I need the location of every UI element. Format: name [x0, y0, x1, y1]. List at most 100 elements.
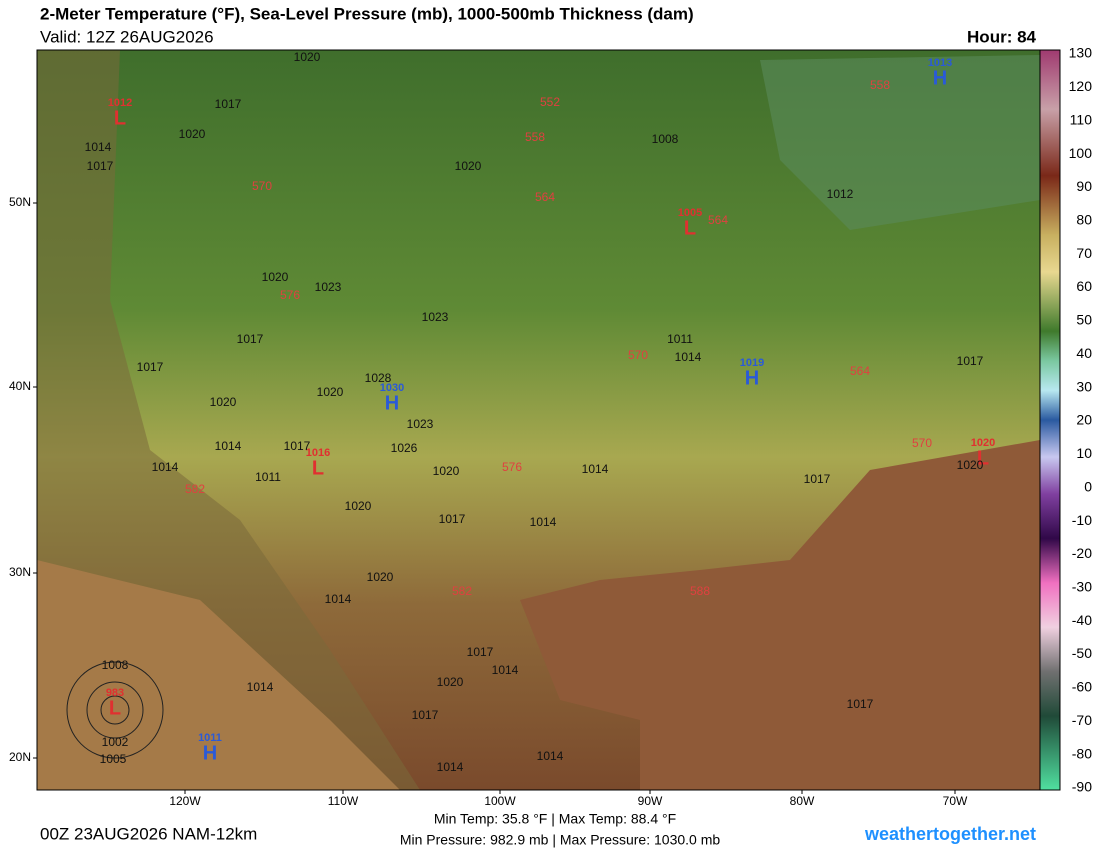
- isobar-label: 1011: [255, 470, 281, 484]
- pressure-center-symbol: H: [933, 67, 947, 89]
- longitude-label: 90W: [638, 794, 663, 808]
- forecast-hour: Hour: 84: [967, 27, 1037, 46]
- isobar-label: 1017: [439, 512, 466, 526]
- isobar-label: 1008: [652, 132, 679, 146]
- longitude-label: 100W: [484, 794, 516, 808]
- thickness-label: 564: [850, 364, 870, 378]
- isobar-label: 1017: [467, 645, 494, 659]
- isobar-label: 1014: [215, 439, 242, 453]
- colorbar-label: 60: [1076, 278, 1092, 294]
- colorbar-label: 0: [1084, 478, 1092, 494]
- isobar-label: 1020: [433, 464, 460, 478]
- latitude-label: 40N: [9, 379, 31, 393]
- isobar-label: 1017: [137, 360, 164, 374]
- isobar-label: 1014: [530, 515, 557, 529]
- pressure-range: Min Pressure: 982.9 mb | Max Pressure: 1…: [400, 832, 721, 848]
- colorbar-label: -50: [1072, 645, 1092, 661]
- isobar-label: 1017: [957, 354, 984, 368]
- colorbar-label: 120: [1069, 78, 1093, 94]
- latitude-label: 30N: [9, 565, 31, 579]
- isobar-label: 1014: [492, 663, 519, 677]
- isobar-label: 1011: [667, 332, 693, 346]
- colorbar-label: -40: [1072, 612, 1092, 628]
- pressure-center-symbol: L: [114, 107, 126, 129]
- isobar-label: 1020: [294, 50, 321, 64]
- thickness-label: 564: [708, 213, 728, 227]
- pressure-center-value: 1012: [108, 97, 132, 109]
- thickness-label: 582: [185, 482, 205, 496]
- thickness-label: 570: [628, 348, 648, 362]
- temperature-range: Min Temp: 35.8 °F | Max Temp: 88.4 °F: [434, 811, 676, 827]
- colorbar-label: -80: [1072, 745, 1092, 761]
- isobar-label: 1020: [345, 499, 372, 513]
- isobar-label: 1014: [582, 462, 609, 476]
- thickness-label: 576: [502, 460, 522, 474]
- pressure-center-symbol: L: [977, 447, 989, 469]
- colorbar-label: 30: [1076, 378, 1092, 394]
- isobar-label: 1020: [210, 395, 237, 409]
- pressure-center-symbol: H: [203, 742, 217, 764]
- colorbar-label: 70: [1076, 245, 1092, 261]
- isobar-label: 1017: [215, 97, 242, 111]
- isobar-label: 1014: [675, 350, 702, 364]
- pressure-center-value: 1011: [198, 732, 222, 744]
- colorbar-label: -10: [1072, 512, 1092, 528]
- longitude-label: 70W: [943, 794, 968, 808]
- isobar-label: 1014: [247, 680, 274, 694]
- isobar-label: 1020: [367, 570, 394, 584]
- colorbar-label: 10: [1076, 445, 1092, 461]
- isobar-label: 1017: [804, 472, 831, 486]
- isobar-label: 1023: [407, 417, 434, 431]
- thickness-label: 570: [912, 436, 932, 450]
- isobar-label: 1020: [317, 385, 344, 399]
- cyclone-isobar: [86, 681, 144, 739]
- pressure-center-symbol: L: [684, 217, 696, 239]
- isobar-label: 1026: [391, 441, 418, 455]
- pressure-center-value: 983: [106, 687, 124, 699]
- isobar-label: 1005: [100, 752, 127, 766]
- colorbar-label: -30: [1072, 579, 1092, 595]
- thickness-label: 558: [525, 130, 545, 144]
- cyclone-isobar: [100, 695, 130, 725]
- colorbar-label: 130: [1069, 45, 1093, 61]
- colorbar-label: 20: [1076, 412, 1092, 428]
- isobar-label: 1008: [102, 658, 129, 672]
- thickness-label: 558: [870, 78, 890, 92]
- isobar-label: 1023: [422, 310, 449, 324]
- thickness-label: 576: [280, 288, 300, 302]
- pressure-center-symbol: H: [745, 367, 759, 389]
- colorbar-label: -90: [1072, 779, 1092, 795]
- colorbar: [1039, 49, 1061, 791]
- isobar-label: 1017: [237, 332, 264, 346]
- colorbar-label: 110: [1070, 111, 1093, 127]
- isobar-label: 1002: [102, 735, 129, 749]
- colorbar-label: 80: [1076, 212, 1092, 228]
- thickness-label: 588: [690, 584, 710, 598]
- credit[interactable]: weathertogether.net: [864, 824, 1036, 844]
- colorbar-label: 90: [1076, 178, 1092, 194]
- cyclone-isobar: [66, 661, 164, 759]
- isobar-label: 1020: [437, 675, 464, 689]
- isobar-label: 1020: [262, 270, 289, 284]
- longitude-label: 110W: [328, 794, 359, 808]
- colorbar-label: -20: [1072, 545, 1092, 561]
- isobar-label: 1014: [325, 592, 352, 606]
- isobar-label: 1017: [412, 708, 439, 722]
- isobar-label: 1014: [437, 760, 464, 774]
- colorbar-label: 100: [1069, 145, 1093, 161]
- isobar-label: 1017: [284, 439, 311, 453]
- valid-time: Valid: 12Z 26AUG2026: [40, 27, 214, 46]
- pressure-center-value: 1020: [971, 437, 995, 449]
- isobar-label: 1023: [315, 280, 342, 294]
- thickness-label: 582: [452, 584, 472, 598]
- pressure-center-value: 1030: [380, 382, 404, 394]
- title: 2-Meter Temperature (°F), Sea-Level Pres…: [40, 4, 694, 23]
- isobar-label: 1014: [537, 749, 564, 763]
- pacific-ocean-warm: [37, 560, 400, 790]
- colorbar-label: -70: [1072, 712, 1092, 728]
- colorbar-label: -60: [1072, 679, 1092, 695]
- latitude-label: 50N: [9, 195, 31, 209]
- isobar-label: 1017: [87, 159, 114, 173]
- model-run: 00Z 23AUG2026 NAM-12km: [40, 824, 257, 843]
